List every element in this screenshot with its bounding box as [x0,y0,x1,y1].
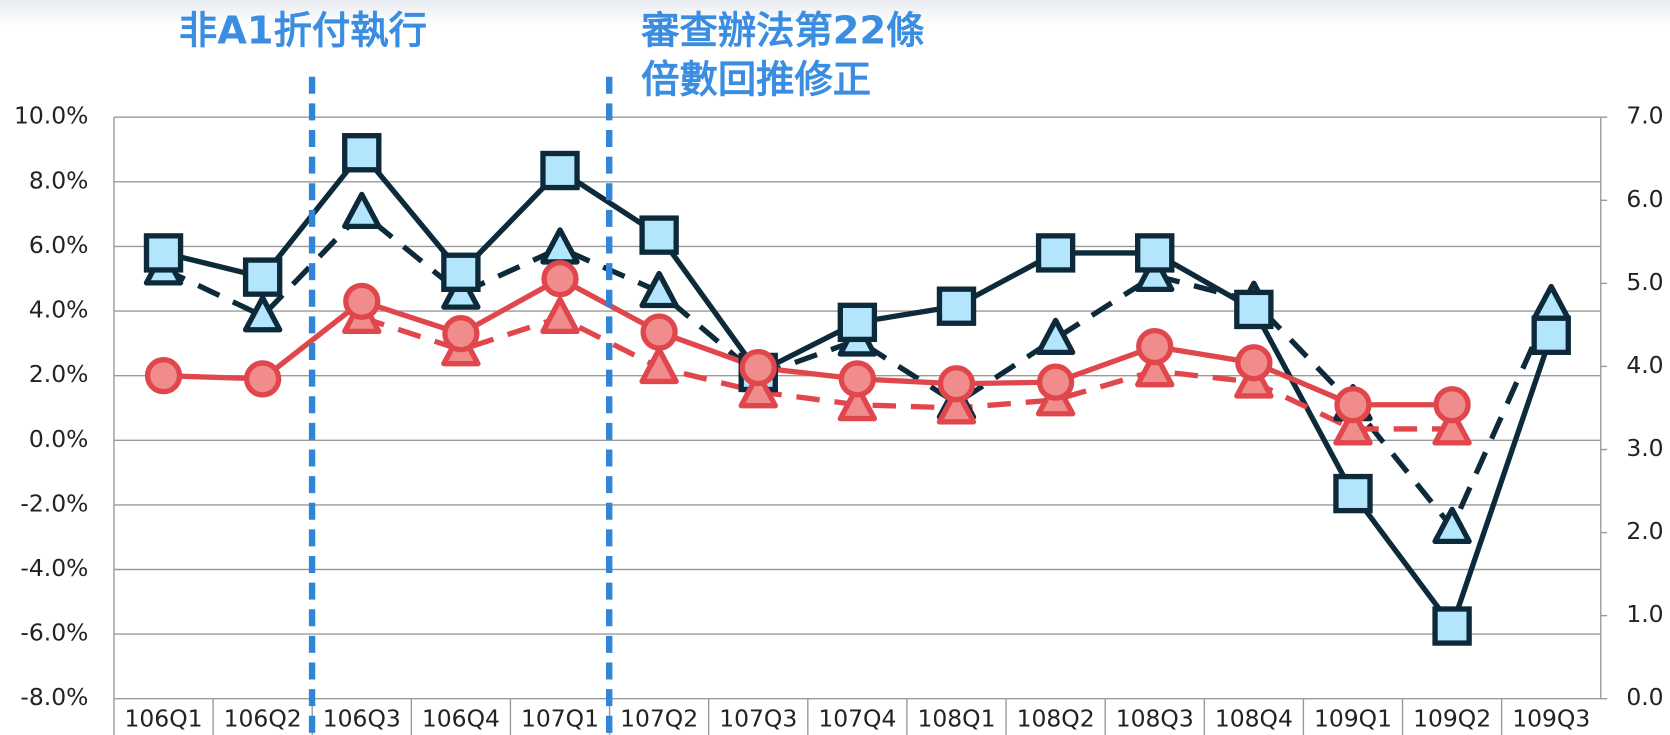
x-tick-label: 108Q3 [1116,705,1194,733]
square-marker [1432,606,1472,646]
triangle-marker [1035,317,1076,356]
y-tick-label: 2.0% [29,360,89,388]
circle-marker [442,315,480,353]
annotation: 倍數回推修正 [641,58,871,103]
square-marker [1035,233,1076,273]
triangle-marker [242,295,283,333]
x-tick-label: 107Q4 [818,705,896,733]
y-tick-label: -4.0% [20,554,88,582]
annotation: 審查辦法第22條 [640,9,925,54]
x-tick-label: 108Q1 [917,705,995,733]
square-marker [1333,473,1373,514]
y-tick-label: 10.0% [14,102,88,130]
square-marker [1234,289,1274,330]
triangle-marker [639,346,679,385]
top-shade [0,0,1670,26]
x-tick-label: 106Q2 [224,705,302,733]
triangle-marker [837,383,878,422]
circle-marker [1235,344,1273,382]
y2-tick-label: 4.0 [1626,351,1663,379]
x-tick-label: 106Q3 [323,705,401,733]
x-tick-label: 108Q4 [1215,705,1293,733]
x-tick-label: 109Q2 [1413,705,1491,733]
circle-marker [244,360,282,398]
grid: -8.0% -6.0% -4.0% -2.0% 0.0% 2.0% 4.0% 6.0% 8.0%… [14,102,1664,735]
y2-tick-label: 0.0 [1626,683,1663,711]
x-tick-label: 109Q3 [1512,705,1590,733]
annotation: 非A1折付執行 [179,9,427,54]
y2-tick-label: 7.0 [1626,102,1663,130]
square-marker [1135,233,1175,273]
circle-marker [343,282,381,320]
triangle-marker [1531,283,1571,322]
square-marker [639,215,679,255]
circle-marker [1136,327,1174,366]
y2-tick-label: 6.0 [1626,185,1663,213]
triangle-marker [738,371,778,409]
circle-marker [838,360,877,398]
y-tick-label: 0.0% [29,425,89,453]
triangle-marker [342,191,382,230]
y-tick-label: 8.0% [29,166,89,194]
x-tick-label: 107Q3 [719,705,797,733]
x-tick-label: 106Q4 [422,705,500,733]
circle-marker [1433,386,1471,424]
y2-tick-label: 3.0 [1626,434,1663,462]
circle-marker [1334,386,1372,424]
triangle-marker [1432,506,1472,545]
x-tick-label: 107Q2 [620,705,698,733]
circle-marker [739,348,777,387]
circle-marker [1036,363,1075,401]
x-tick-label: 107Q1 [521,705,599,733]
y2-tick-label: 2.0 [1626,517,1663,545]
triangle-marker [1333,408,1373,446]
y2-tick-label: 5.0 [1626,268,1663,296]
circle-marker [541,260,579,298]
y-tick-label: 6.0% [29,231,89,259]
triangle-marker [639,270,679,309]
x-tick-label: 106Q1 [124,705,202,733]
square-marker [936,286,977,326]
triangle-marker [1135,350,1175,388]
y-tick-label: -2.0% [20,489,88,517]
triangle-marker [1135,254,1175,293]
square-marker [242,257,283,297]
triangle-marker [1432,408,1472,446]
y-tick-label: -6.0% [20,619,88,647]
square-marker [143,233,184,273]
series-line [162,209,1554,531]
square-marker [1531,315,1571,355]
circle-marker [144,357,183,395]
y-tick-label: -8.0% [20,683,88,711]
square-marker [441,252,481,292]
y-tick-label: 4.0% [29,296,89,324]
triangle-marker [936,387,977,425]
square-marker [540,150,580,191]
square-marker [837,302,878,343]
square-marker [342,133,382,173]
series-markers [143,133,1571,646]
y2-tick-label: 1.0 [1626,600,1663,628]
x-tick-label: 108Q2 [1017,705,1095,733]
triangle-marker [540,296,580,335]
x-tick-label: 109Q1 [1314,705,1392,733]
circle-marker [640,313,678,351]
circle-marker [937,365,976,403]
